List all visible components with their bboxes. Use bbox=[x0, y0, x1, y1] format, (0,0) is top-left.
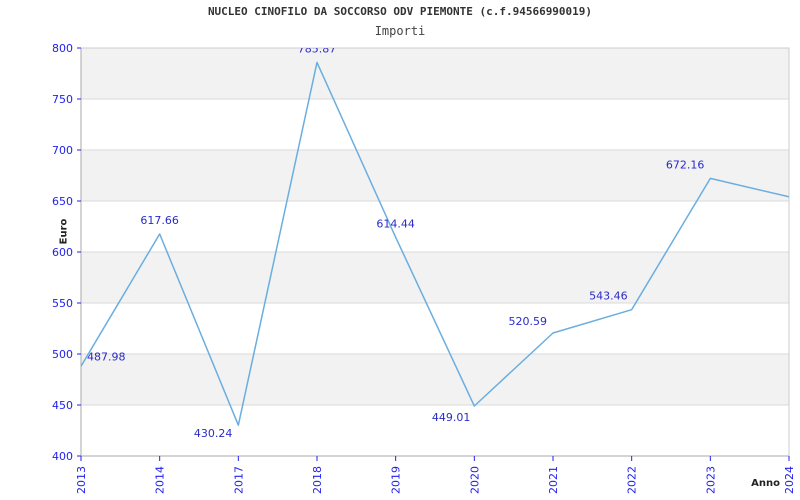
x-tick-label: 2023 bbox=[704, 466, 717, 494]
y-tick-label: 500 bbox=[52, 348, 73, 361]
series-line bbox=[81, 61, 789, 426]
plot-band bbox=[81, 150, 789, 201]
y-tick-label: 700 bbox=[52, 144, 73, 157]
x-tick-label: 2019 bbox=[390, 466, 403, 494]
x-tick-label: 2021 bbox=[547, 466, 560, 494]
y-axis-title: Euro bbox=[58, 218, 70, 245]
data-point-label: 543.46 bbox=[589, 290, 628, 303]
data-point-label: 785.87 bbox=[298, 42, 337, 55]
y-tick-label: 800 bbox=[52, 42, 73, 55]
x-tick-label: 2020 bbox=[468, 466, 481, 494]
x-axis-title: Anno bbox=[751, 478, 780, 489]
chart-subtitle: Importi bbox=[374, 24, 426, 38]
plot-band bbox=[81, 354, 789, 405]
x-tick-label: 2014 bbox=[154, 466, 167, 494]
y-tick-label: 400 bbox=[52, 450, 73, 463]
y-tick-label: 650 bbox=[52, 195, 73, 208]
series-group: 487.98 617.66 430.24 785.87 614.44 449.01 520.… bbox=[81, 42, 800, 440]
x-tick-label: 2018 bbox=[311, 466, 324, 494]
x-tick-label: 2013 bbox=[75, 466, 88, 494]
plot-band bbox=[81, 252, 789, 303]
data-point-label: 430.24 bbox=[194, 427, 233, 440]
x-tick-label: 2024 bbox=[783, 466, 796, 494]
data-point-label: 520.59 bbox=[509, 315, 548, 328]
data-point-label: 449.01 bbox=[432, 411, 471, 424]
x-tick-label: 2022 bbox=[626, 466, 639, 494]
y-tick-label: 750 bbox=[52, 93, 73, 106]
x-tick-label: 2017 bbox=[232, 466, 245, 494]
y-tick-label: 450 bbox=[52, 399, 73, 412]
y-tick-label: 550 bbox=[52, 297, 73, 310]
data-point-label: 654.1 bbox=[795, 181, 800, 194]
data-point-label: 672.16 bbox=[666, 158, 705, 171]
data-point-label: 487.98 bbox=[87, 350, 126, 363]
chart-title: NUCLEO CINOFILO DA SOCCORSO ODV PIEMONTE… bbox=[207, 5, 593, 18]
y-tick-label: 600 bbox=[52, 246, 73, 259]
data-point-label: 617.66 bbox=[140, 214, 179, 227]
data-point-label: 614.44 bbox=[376, 217, 415, 230]
plot-band bbox=[81, 48, 789, 99]
